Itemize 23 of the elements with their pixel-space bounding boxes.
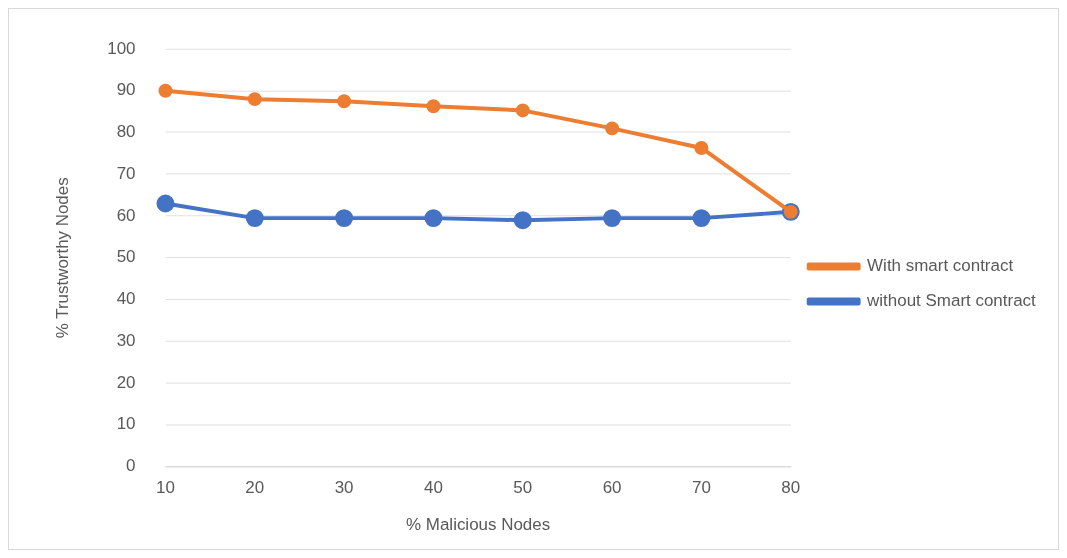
x-tick-label: 40 [424,478,443,498]
x-axis-title: % Malicious Nodes [406,514,551,534]
y-tick-label: 30 [116,330,136,350]
y-tick-label: 60 [116,205,136,225]
x-tick-label: 20 [245,478,265,498]
y-tick-label: 70 [116,163,136,183]
x-tick-label: 10 [156,478,175,498]
x-tick-label: 30 [334,478,354,498]
x-tick-label: 50 [513,478,533,498]
legend-label: With smart contract [867,256,1014,276]
y-tick-label: 20 [116,372,136,392]
legend-label: without Smart contract [866,291,1037,311]
y-tick-label: 100 [107,38,136,58]
y-tick-label: 0 [126,456,136,476]
y-axis-title: % Trustworthy Nodes [52,177,72,339]
y-tick-label: 50 [116,247,136,267]
y-tick-label: 90 [116,80,136,100]
y-tick-label: 40 [116,289,136,309]
y-tick-label: 80 [116,122,136,142]
x-tick-label: 70 [692,478,711,498]
x-tick-label: 60 [602,478,622,498]
y-tick-label: 10 [116,414,136,434]
x-tick-label: 80 [781,478,801,498]
